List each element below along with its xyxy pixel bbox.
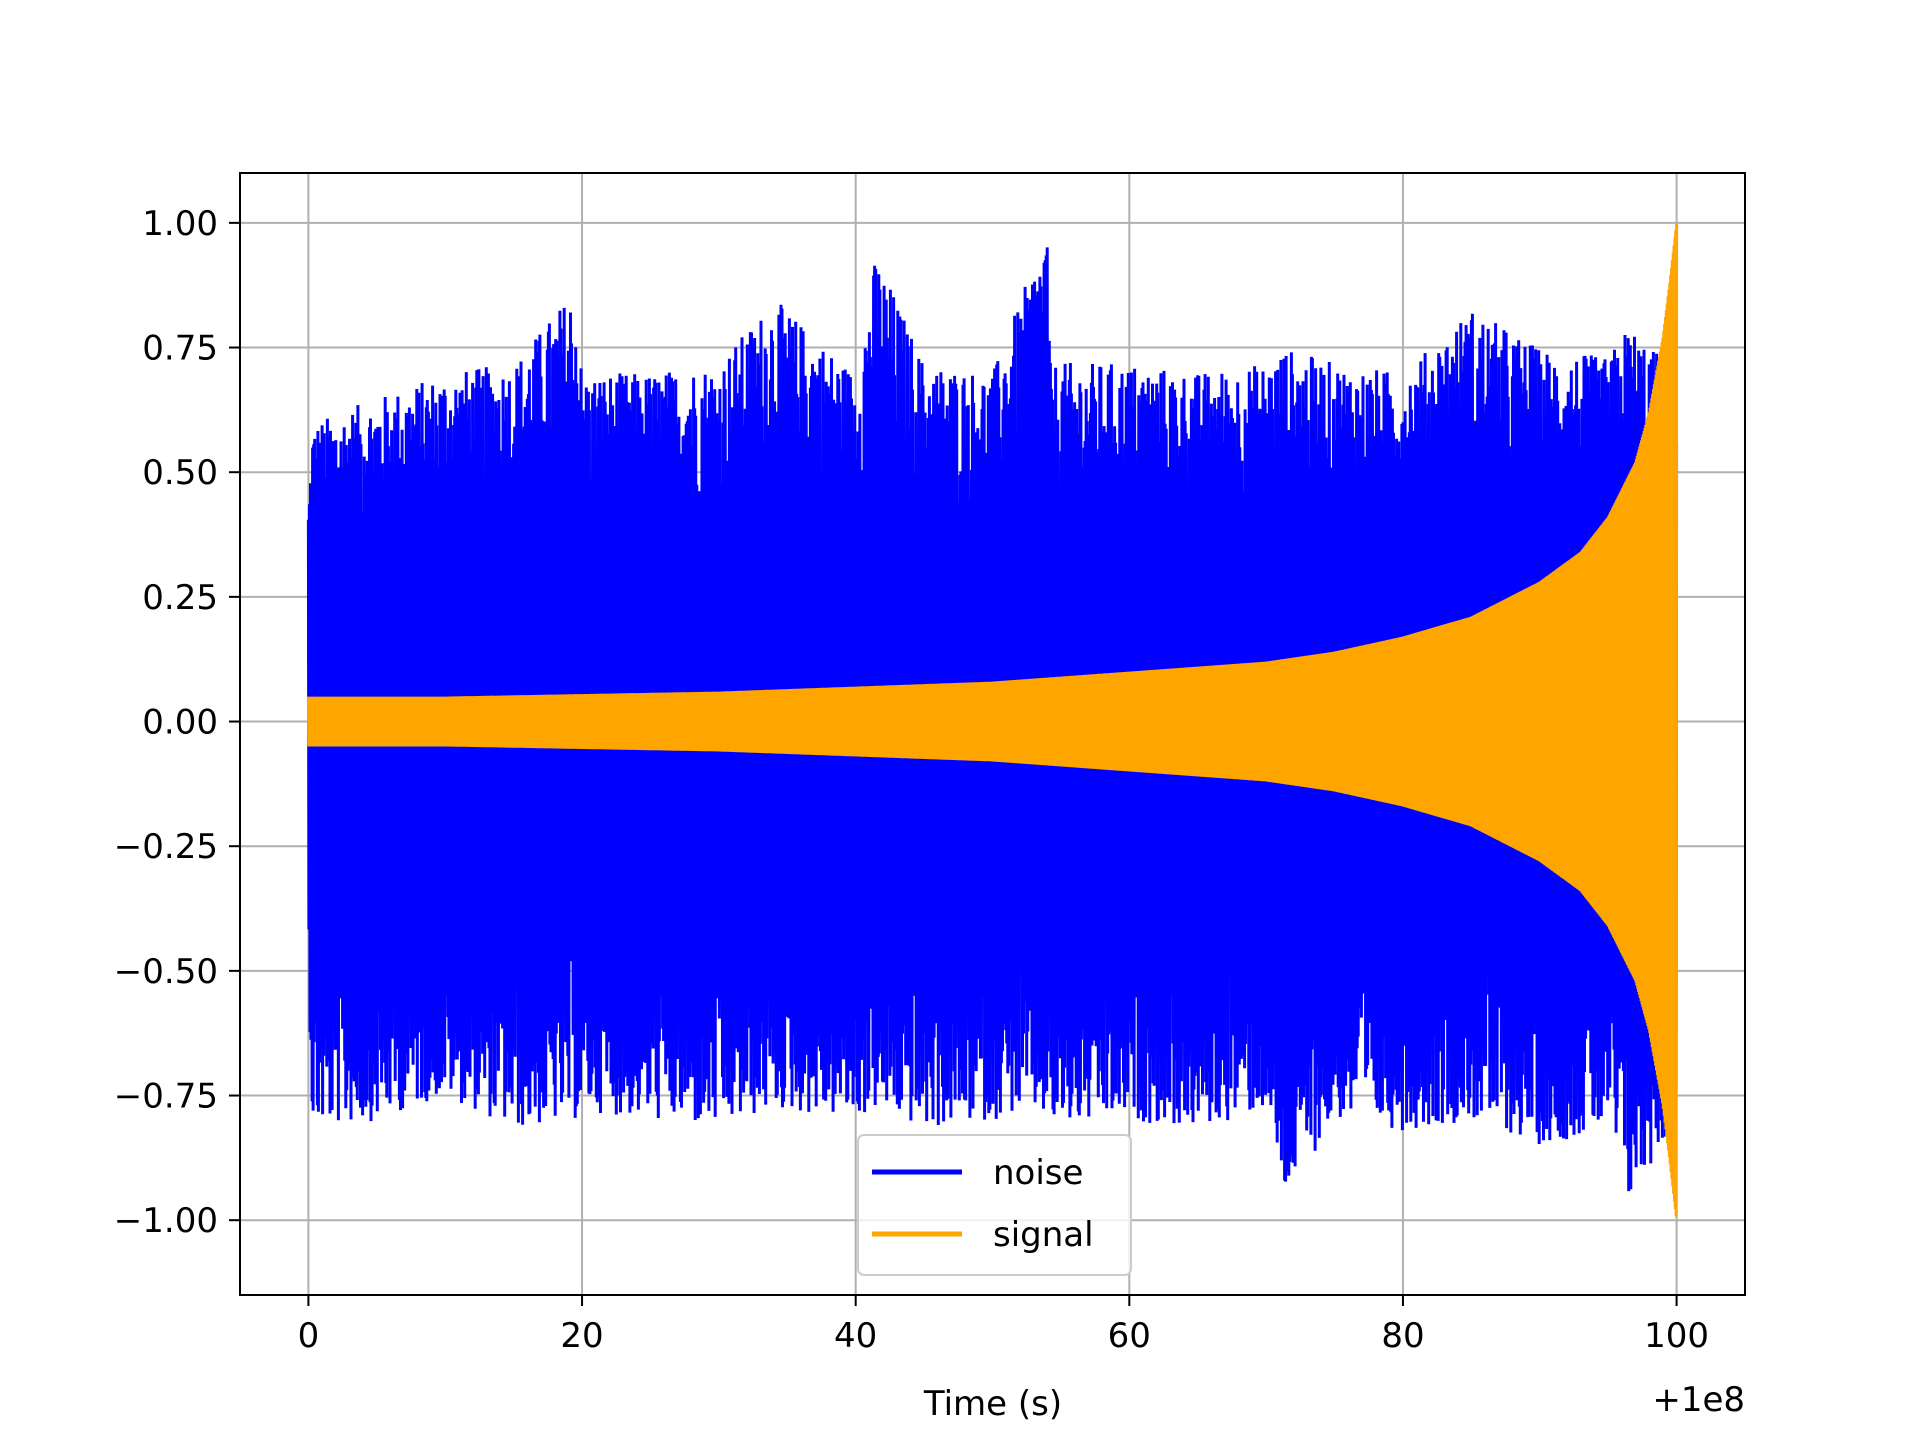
series-signal-line [306,222,1679,1217]
x-tick-label: 80 [1381,1316,1424,1356]
y-tick-label: −1.00 [114,1201,218,1241]
y-tick-label: −0.25 [114,827,218,867]
series-layer [306,222,1679,1217]
y-tick-label: 0.50 [142,453,218,493]
legend-label-signal: signal [993,1215,1094,1255]
plot-frame [239,172,1746,1296]
x-offset-label: +1e8 [1652,1380,1745,1420]
x-tick-label: 0 [298,1316,320,1356]
x-tick-label: 40 [834,1316,877,1356]
legend-label-noise: noise [993,1153,1083,1193]
legend: noise signal [857,1134,1132,1276]
y-tick-label: 1.00 [142,204,218,244]
axes: 0 20 40 60 80 100 1.00 0.75 0.50 0.25 0.00 −0.25 −0.… [114,204,1709,1356]
x-tick-label: 60 [1108,1316,1151,1356]
x-axis-label: Time (s) [923,1384,1062,1424]
y-tick-label: −0.75 [114,1077,218,1117]
y-tick-label: 0.25 [142,578,218,618]
y-tick-label: 0.00 [142,703,218,743]
y-tick-label: −0.50 [114,952,218,992]
x-tick-label: 100 [1644,1316,1709,1356]
y-tick-label: 0.75 [142,329,218,369]
x-tick-label: 20 [560,1316,603,1356]
